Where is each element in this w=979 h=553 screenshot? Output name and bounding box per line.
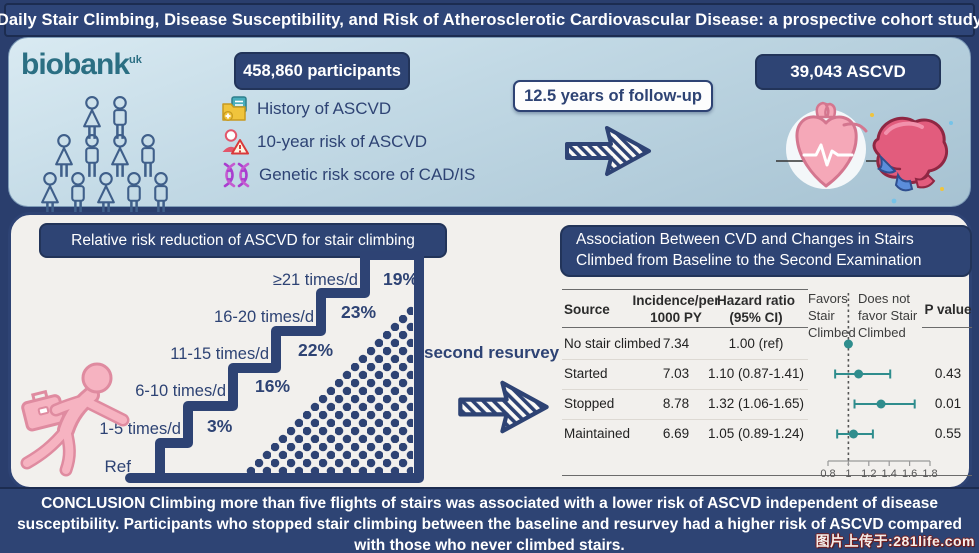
table-row: Started 7.03 1.10 (0.87-1.41) 0.43 <box>556 359 976 389</box>
study-overview-panel: biobankuk 458,860 participants <box>8 37 971 217</box>
col-header-favors: Favors Stair Climbed <box>808 291 856 340</box>
table-row: Maintained 6.69 1.05 (0.89-1.24) 0.55 <box>556 419 976 449</box>
resurvey-label: second resurvey <box>424 343 560 362</box>
svg-text:1: 1 <box>845 468 851 480</box>
col-header-hazard: Hazard ratio (95% CI) <box>716 293 796 325</box>
table-header-rule <box>562 327 808 328</box>
row-incidence: 7.34 <box>662 336 690 351</box>
risk-item-label: History of ASCVD <box>257 99 392 118</box>
row-incidence: 7.03 <box>662 366 690 381</box>
risk-item-label: 10-year risk of ASCVD <box>257 132 428 151</box>
association-table: Source Incidence/per 1000 PY Hazard rati… <box>556 279 976 483</box>
pvalue-header-rule <box>922 327 972 328</box>
row-pvalue: 0.55 <box>934 426 962 441</box>
outcome-count-box: 39,043 ASCVD <box>755 54 941 90</box>
study-title: Daily Stair Climbing, Disease Susceptibi… <box>0 10 979 29</box>
right-arrow-icon <box>565 126 651 176</box>
stair-value: 16% <box>255 376 290 396</box>
medical-history-icon <box>222 96 247 122</box>
row-hazard: 1.00 (ref) <box>728 336 784 351</box>
dna-icon <box>223 162 250 188</box>
stair-label: 11-15 times/d <box>170 345 269 363</box>
col-header-incidence: Incidence/per 1000 PY <box>632 293 720 325</box>
svg-text:1.8: 1.8 <box>922 468 937 480</box>
row-separator <box>562 419 808 420</box>
heart-brain-illustration <box>776 101 953 204</box>
followup-box: 12.5 years of follow-up <box>513 80 713 112</box>
stair-label: 16-20 times/d <box>214 308 314 326</box>
table-top-rule <box>562 289 808 290</box>
watermark-text: 图片上传于:281life.com <box>815 533 975 549</box>
biobank-logo: biobankuk <box>21 48 142 81</box>
stairs-ref-label: Ref <box>105 457 132 476</box>
risk-item-label: Genetic risk score of CAD/IS <box>259 165 476 184</box>
stair-label: 6-10 times/d <box>135 382 226 400</box>
results-panel: Relative risk reduction of ASCVD for sta… <box>8 212 972 490</box>
conclusion-banner: CONCLUSION Climbing more than five fligh… <box>0 487 979 553</box>
row-separator <box>562 389 808 390</box>
row-hazard: 1.32 (1.06-1.65) <box>707 396 805 411</box>
stair-value: 19% <box>383 269 418 289</box>
participants-count-box: 458,860 participants <box>234 52 410 90</box>
svg-text:1.4: 1.4 <box>882 468 897 480</box>
col-header-not-favors: Does not favor Stair Climbed <box>858 291 918 340</box>
row-source: No stair climbed <box>564 336 661 351</box>
svg-text:1.2: 1.2 <box>861 468 876 480</box>
stair-value: 22% <box>298 340 333 360</box>
row-source: Maintained <box>564 426 631 441</box>
svg-text:0.8: 0.8 <box>820 468 835 480</box>
table-row: No stair climbed 7.34 1.00 (ref) <box>556 329 976 359</box>
right-arrow-icon <box>458 380 549 434</box>
risk-item-10yr: 10-year risk of ASCVD <box>221 127 427 157</box>
row-hazard: 1.05 (0.89-1.24) <box>707 426 805 441</box>
row-hazard: 1.10 (0.87-1.41) <box>707 366 805 381</box>
stair-value: 23% <box>341 302 376 322</box>
risk-item-genetic: Genetic risk score of CAD/IS <box>221 160 475 190</box>
forest-plot: 0.8 1 1.2 1.4 1.6 1.8 <box>820 293 938 480</box>
row-pvalue: 0.43 <box>934 366 962 381</box>
col-header-pvalue: P value <box>924 301 972 317</box>
row-source: Stopped <box>564 396 615 411</box>
row-source: Started <box>564 366 608 381</box>
stair-label: ≥21 times/d <box>273 271 358 289</box>
col-header-source: Source <box>564 301 610 317</box>
conclusion-text: CONCLUSION Climbing more than five fligh… <box>17 495 962 553</box>
stair-climber-figure <box>20 362 130 477</box>
row-incidence: 6.69 <box>662 426 690 441</box>
stairs-chart: Ref 1-5 times/d 3% 6-10 times/d 16% 11-1… <box>99 251 424 483</box>
row-separator <box>562 359 808 360</box>
association-table-header: Association Between CVD and Changes in S… <box>560 225 972 277</box>
risk-item-history: History of ASCVD <box>221 94 391 124</box>
row-pvalue: 0.01 <box>934 396 962 411</box>
participants-crowd-icon <box>40 96 169 217</box>
table-bottom-rule <box>562 475 972 476</box>
table-row: Stopped 8.78 1.32 (1.06-1.65) 0.01 <box>556 389 976 419</box>
row-incidence: 8.78 <box>662 396 690 411</box>
title-banner: Daily Stair Climbing, Disease Susceptibi… <box>0 3 979 37</box>
svg-text:1.6: 1.6 <box>902 468 917 480</box>
person-warning-icon <box>222 129 249 155</box>
stair-value: 3% <box>207 416 233 436</box>
